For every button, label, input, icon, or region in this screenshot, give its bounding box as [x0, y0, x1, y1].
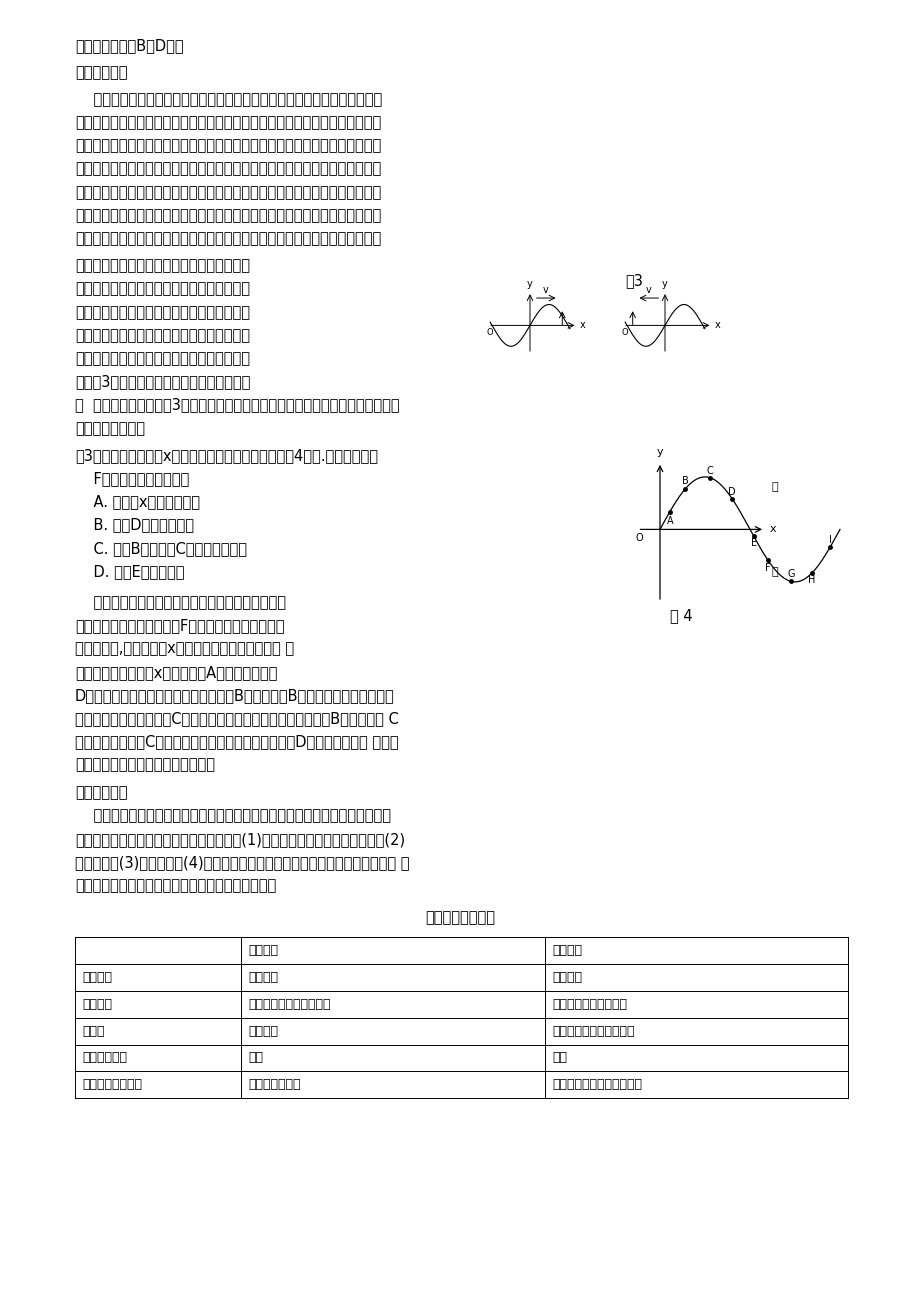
Text: x: x [769, 525, 776, 534]
Text: 某时刻各个质点的位移: 某时刻各个质点的位移 [551, 997, 627, 1010]
Text: D: D [728, 487, 735, 497]
Text: 一群质点: 一群质点 [551, 971, 582, 984]
Text: 三、口诀法：: 三、口诀法： [75, 65, 128, 79]
Text: 相邻峰值间距: 相邻峰值间距 [82, 1052, 127, 1065]
Text: 时，也可以应用口诀。如将简谐波的波形想象成一条凹凸起伏的「坡路」，当沿: 时，也可以应用口诀。如将简谐波的波形想象成一条凹凸起伏的「坡路」，当沿 [75, 115, 380, 130]
Text: 「上坡」处,也只有逆着x正方向看它在处于「上坡」 处: 「上坡」处,也只有逆着x正方向看它在处于「上坡」 处 [75, 642, 294, 656]
Text: O: O [620, 328, 628, 337]
Text: 上: 上 [770, 482, 777, 492]
Text: 某个质点不同时刻的位移: 某个质点不同时刻的位移 [248, 997, 330, 1010]
Text: 四、图像法：: 四、图像法： [75, 785, 128, 799]
Text: D亦处于「上坡」处，故振动方向向下，B选项正确。B处于「下坡处」，振动方: D亦处于「上坡」处，故振动方向向下，B选项正确。B处于「下坡处」，振动方 [75, 687, 394, 703]
Text: 表示各个质点的平衡位置: 表示各个质点的平衡位置 [551, 1025, 634, 1038]
Text: 在已知波的传播方向判断各点振动方向，或已知振动方向判断波的传播方向: 在已知波的传播方向判断各点振动方向，或已知振动方向判断波的传播方向 [75, 92, 381, 107]
Text: ，如图3左图所示。当波向左传播时，两箭头: ，如图3左图所示。当波向左传播时，两箭头 [75, 375, 250, 389]
Text: 点到平衡位置，故C选项错。振动的各质点振幅相同，故D选项错。当然， 我们也: 点到平衡位置，故C选项错。振动的各质点振幅相同，故D选项错。当然， 我们也 [75, 734, 398, 750]
Text: O: O [635, 534, 643, 543]
Text: x: x [579, 320, 584, 331]
Text: 都  在波形的左侧，如图3右图所示。还有什么「头头尾尾相对法」，「三角形法」: 都 在波形的左侧，如图3右图所示。还有什么「头头尾尾相对法」，「三角形法」 [75, 397, 399, 413]
Text: 研究对象: 研究对象 [82, 971, 112, 984]
Text: H: H [808, 575, 815, 586]
Text: 手指只能向右描: 手指只能向右描 [248, 1078, 301, 1091]
Text: F的运动方向向下，则：: F的运动方向向下，则： [75, 471, 189, 486]
Text: y: y [656, 447, 663, 457]
Text: 读出振幅；(3)读出波长；(4)根据传播方向确定质点的振动方向。另外，我们还 要: 读出振幅；(3)读出波长；(4)根据传播方向确定质点的振动方向。另外，我们还 要 [75, 855, 409, 870]
Text: 横坐标: 横坐标 [82, 1025, 105, 1038]
Text: G: G [787, 569, 794, 579]
Text: 图像法有两个方面，一是根据图像上的信息来解题，二是通过画图像来解题。: 图像法有两个方面，一是根据图像上的信息来解题，二是通过画图像来解题。 [75, 809, 391, 824]
Text: A. 此波朝x轴负方向传播: A. 此波朝x轴负方向传播 [75, 495, 199, 509]
Text: 峰左边或右边，最后一个上或下字表示所研究的质点的振动方向向上或者向下。: 峰左边或右边，最后一个上或下字表示所研究的质点的振动方向向上或者向下。 [75, 232, 380, 246]
Text: ，故波传播方向是沿x轴负方向，A选项正确。此时: ，故波传播方向是沿x轴负方向，A选项正确。此时 [75, 665, 277, 680]
Text: 通过对振动图像和波的图象的类比来掌握这两种图像: 通过对振动图像和波的图象的类比来掌握这两种图像 [75, 879, 276, 893]
Text: 波动图像: 波动图像 [551, 944, 582, 957]
Text: 或「同侧」法，即质点的振动方向与波的传播: 或「同侧」法，即质点的振动方向与波的传播 [75, 258, 250, 273]
Text: 析解：我们以口诀法的「上坡下，下坡上」为例：: 析解：我们以口诀法的「上坡下，下坡上」为例： [75, 595, 286, 611]
Text: y: y [527, 280, 532, 289]
Text: C. 质点B将比质点C先回到平衡位置: C. 质点B将比质点C先回到平衡位置 [75, 540, 246, 556]
Text: 振动图像: 振动图像 [248, 944, 278, 957]
Text: ，那么当波向右传播时，两箭头都在波形右侧: ，那么当波向右传播时，两箭头都在波形右侧 [75, 352, 250, 366]
Text: D. 质点E的振幅为零: D. 质点E的振幅为零 [75, 564, 185, 579]
Text: 对于波的图象，从图像可以获取的信息是：(1)读出图示时刻各个质点的位移；(2): 对于波的图象，从图像可以获取的信息是：(1)读出图示时刻各个质点的位移；(2) [75, 832, 404, 846]
Text: x: x [714, 320, 720, 331]
Text: F: F [765, 562, 770, 573]
Text: y: y [662, 280, 667, 289]
Text: 某个质点: 某个质点 [248, 971, 278, 984]
Text: 表示波的传播方向，并且要两箭头的箭尾相接: 表示波的传播方向，并且要两箭头的箭尾相接 [75, 328, 250, 342]
Text: I: I [828, 535, 831, 544]
Text: B: B [681, 477, 687, 487]
Text: 手指要逆着波的传播方向描: 手指要逆着波的传播方向描 [551, 1078, 641, 1091]
Text: 波长: 波长 [551, 1052, 566, 1065]
Text: 图 4: 图 4 [669, 608, 692, 624]
Text: 「描述法」等等。: 「描述法」等等。 [75, 421, 145, 436]
Text: C: C [706, 466, 712, 477]
Text: O: O [486, 328, 493, 337]
Text: 右字表示波的传播方向是向左或向右，第二个左或右字表示质点在离它最近的波: 右字表示波的传播方向是向左或向右，第二个左或右字表示质点在离它最近的波 [75, 208, 380, 223]
Text: B. 质点D此时向下运动: B. 质点D此时向下运动 [75, 518, 194, 533]
Text: 表示时间: 表示时间 [248, 1025, 278, 1038]
Text: 周期: 周期 [248, 1052, 263, 1065]
Text: 我们很容易得出B、D正确: 我们很容易得出B、D正确 [75, 38, 184, 53]
Text: v: v [645, 285, 652, 296]
Text: 沿着波的传播方向看，题中F振动方向向下，应该处于: 沿着波的传播方向看，题中F振动方向向下，应该处于 [75, 618, 284, 633]
Text: 着波的传播方向行走时，在「上坡」段各质点的振动方向向下；在「下坡」段各: 着波的传播方向行走时，在「上坡」段各质点的振动方向向下；在「下坡」段各 [75, 138, 380, 154]
Text: 质点振动方向判别: 质点振动方向判别 [82, 1078, 142, 1091]
Text: A: A [666, 516, 673, 526]
Text: 表示意义: 表示意义 [82, 997, 112, 1010]
Text: 用竖直箭头表示质点的振动方向，用水平箭头: 用竖直箭头表示质点的振动方向，用水平箭头 [75, 305, 250, 320]
Text: 可以根据其他口诀来判定，不再分析: 可以根据其他口诀来判定，不再分析 [75, 758, 215, 772]
Text: 质点的振动方向向上。可简单记为「上坡下，下坡上」，再如「左左上」法实际: 质点的振动方向向上。可简单记为「上坡下，下坡上」，再如「左左上」法实际 [75, 161, 380, 177]
Text: v: v [542, 285, 549, 296]
Text: 方向都位于波形的同一侧。在波形图上，如果: 方向都位于波形的同一侧。在波形图上，如果 [75, 281, 250, 297]
Text: 向运离平衡位置向上，而C质点处最大位移处向平衡位置运动，故B点要落后于 C: 向运离平衡位置向上，而C质点处最大位移处向平衡位置运动，故B点要落后于 C [75, 711, 398, 727]
Text: 例3、一列简谐横波在x轴上传播，在某时刻的波形如图4所示.已知此时质点: 例3、一列简谐横波在x轴上传播，在某时刻的波形如图4所示.已知此时质点 [75, 448, 378, 464]
Text: 上有四句话，即「左左上，右右上，左右下，右左下」。其意义是，第一个左或: 上有四句话，即「左左上，右右上，左右下，右左下」。其意义是，第一个左或 [75, 185, 380, 199]
Text: 图3: 图3 [624, 273, 642, 289]
Text: E: E [750, 539, 755, 548]
Text: 两种图像的比较：: 两种图像的比较： [425, 910, 494, 926]
Text: 下: 下 [770, 566, 777, 577]
